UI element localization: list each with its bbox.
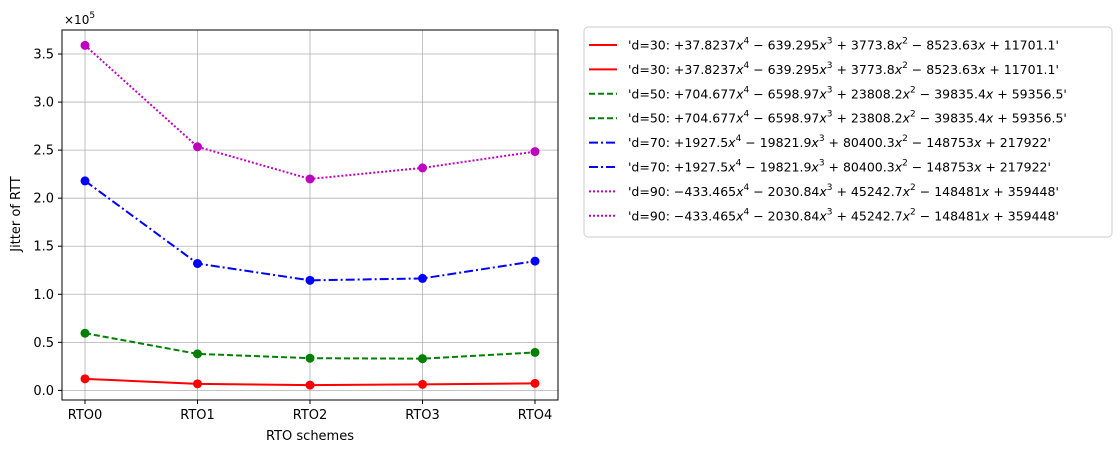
legend-label: 'd=70: +1927.5x4 − 19821.9x3 + 80400.3x2… [628,159,1051,175]
y-tick-label: 2.5 [33,144,54,159]
series-line [84,180,536,282]
series-1 [80,374,540,390]
x-tick-label: RTO1 [180,408,215,423]
legend-entry: 'd=70: +1927.5x4 − 19821.9x3 + 80400.3x2… [589,159,1051,175]
x-tick-label: RTO3 [405,408,440,423]
legend-entry: 'd=50: +704.677x4 − 6598.97x3 + 23808.2x… [589,85,1067,101]
legend-entry: 'd=90: −433.465x4 − 2030.84x3 + 45242.7x… [589,183,1059,199]
data-point [530,147,540,157]
x-tick-label: RTO2 [293,408,328,423]
legend-entry: 'd=30: +37.8237x4 − 639.295x3 + 3773.8x2… [589,61,1059,77]
data-point [305,380,315,390]
series-layer [80,40,540,390]
legend: 'd=30: +37.8237x4 − 639.295x3 + 3773.8x2… [583,26,1113,238]
data-point [80,328,90,338]
data-point [305,275,315,285]
y-tick-label: 0.0 [33,384,54,399]
data-point [193,379,202,389]
y-tick-label: 2.0 [33,192,54,207]
legend-label: 'd=30: +37.8237x4 − 639.295x3 + 3773.8x2… [628,61,1059,77]
data-point [80,374,90,384]
grid [62,30,558,400]
legend-label: 'd=90: −433.465x4 − 2030.84x3 + 45242.7x… [628,207,1059,223]
data-point [80,40,90,50]
y-tick-label: 1.5 [33,240,54,255]
y-tick-label: 1.0 [33,288,54,303]
y-axis-label: Jitter of RTT [9,176,24,253]
y-multiplier: ×105 [64,11,95,27]
data-point [418,163,427,173]
data-point [418,379,427,389]
legend-entry: 'd=90: −433.465x4 − 2030.84x3 + 45242.7x… [589,207,1059,223]
series-4 [80,40,540,184]
data-point [530,378,540,388]
series-3 [80,176,540,285]
series-2 [80,328,540,364]
data-point [305,174,315,184]
data-point [305,353,315,363]
x-axis-label: RTO schemes [266,429,354,444]
data-point [530,347,540,357]
data-point [530,256,540,266]
data-point [80,176,90,186]
data-point [418,354,427,364]
legend-label: 'd=30: +37.8237x4 − 639.295x3 + 3773.8x2… [628,37,1059,53]
data-point [418,273,427,283]
legend-frame [583,26,1113,238]
x-tick-label: RTO4 [518,408,553,423]
legend-entry: 'd=50: +704.677x4 − 6598.97x3 + 23808.2x… [589,110,1067,126]
data-point [193,142,202,152]
y-tick-label: 0.5 [33,336,54,351]
y-multiplier-exponent: 5 [89,11,95,21]
legend-entry: 'd=70: +1927.5x4 − 19821.9x3 + 80400.3x2… [589,134,1051,150]
data-point [193,259,202,269]
data-point [193,349,202,359]
y-tick-label: 3.0 [33,96,54,111]
legend-label: 'd=50: +704.677x4 − 6598.97x3 + 23808.2x… [628,85,1067,101]
legend-entry: 'd=30: +37.8237x4 − 639.295x3 + 3773.8x2… [589,37,1059,53]
x-axis-ticks: RTO0 RTO1 RTO2 RTO3 RTO4 [68,400,553,423]
legend-label: 'd=50: +704.677x4 − 6598.97x3 + 23808.2x… [628,110,1067,126]
legend-label: 'd=90: −433.465x4 − 2030.84x3 + 45242.7x… [628,183,1059,199]
y-tick-label: 3.5 [33,48,54,63]
legend-label: 'd=70: +1927.5x4 − 19821.9x3 + 80400.3x2… [628,134,1051,150]
x-tick-label: RTO0 [68,408,103,423]
y-axis-ticks: 0.0 0.5 1.0 1.5 2.0 2.5 3.0 3.5 [33,48,62,399]
